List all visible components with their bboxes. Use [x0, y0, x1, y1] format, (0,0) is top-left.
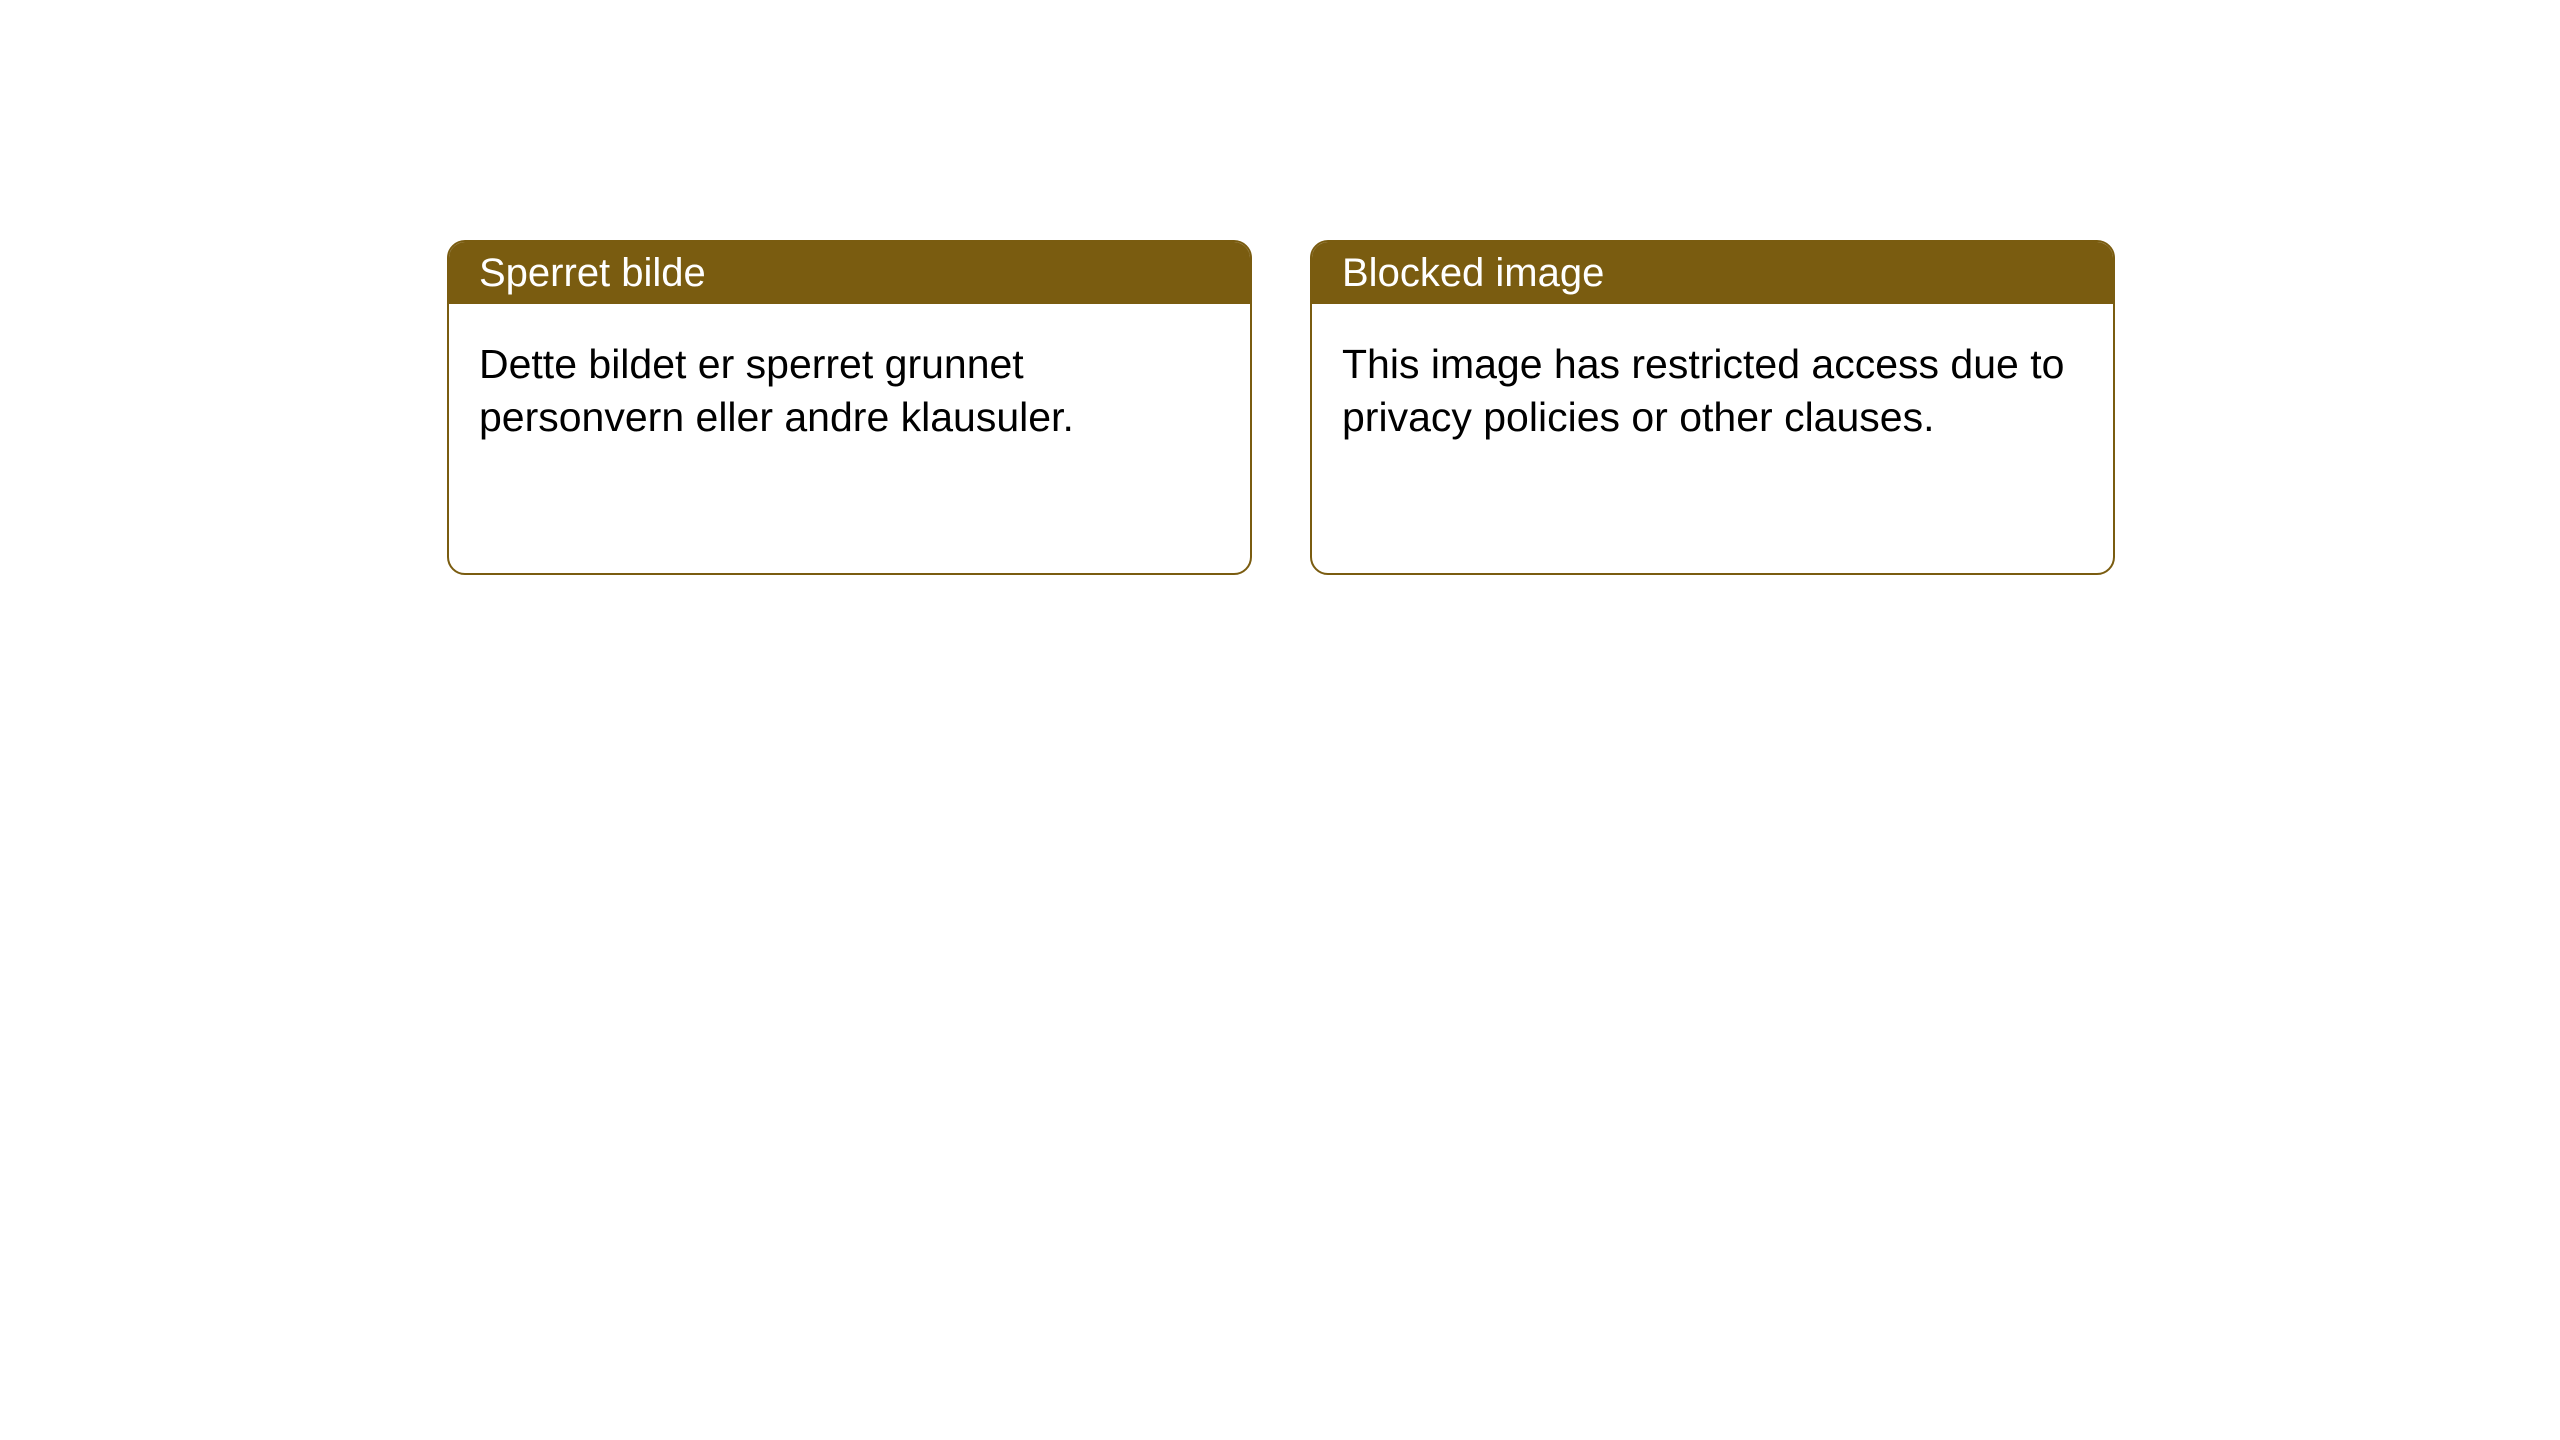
notice-body-norwegian: Dette bildet er sperret grunnet personve… [449, 304, 1250, 479]
notice-body-english: This image has restricted access due to … [1312, 304, 2113, 479]
notice-header-norwegian: Sperret bilde [449, 242, 1250, 304]
notice-header-english: Blocked image [1312, 242, 2113, 304]
notice-header-text: Blocked image [1342, 251, 1604, 296]
notice-box-norwegian: Sperret bilde Dette bildet er sperret gr… [447, 240, 1252, 575]
notice-box-english: Blocked image This image has restricted … [1310, 240, 2115, 575]
notice-header-text: Sperret bilde [479, 251, 706, 296]
notice-container: Sperret bilde Dette bildet er sperret gr… [447, 240, 2115, 575]
notice-body-text: This image has restricted access due to … [1342, 341, 2064, 440]
notice-body-text: Dette bildet er sperret grunnet personve… [479, 341, 1074, 440]
